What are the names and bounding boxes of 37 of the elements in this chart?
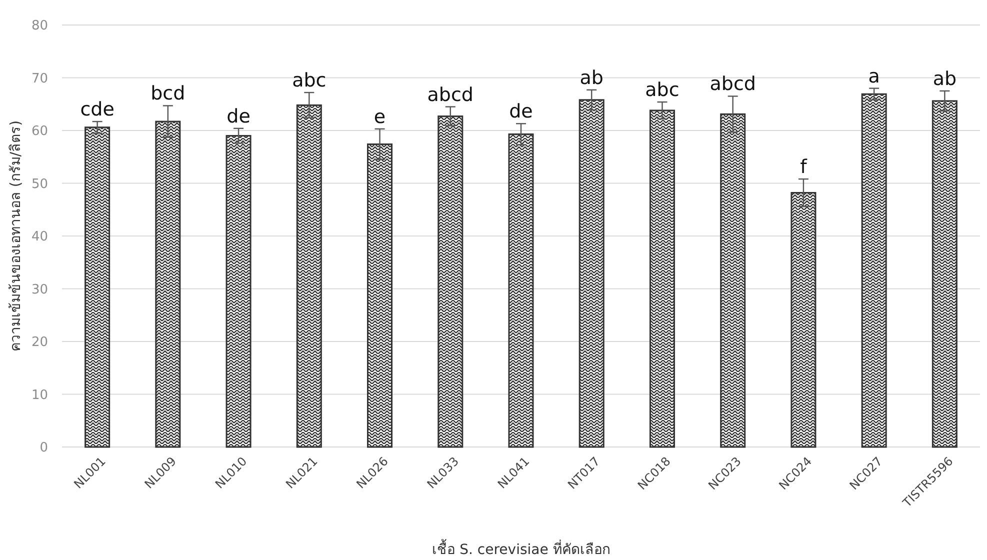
y-axis-title: ความเข้มข้นของเอทานอล (กรัม/ลิตร): [8, 120, 24, 352]
bar: [296, 104, 322, 448]
annotation: a: [868, 65, 880, 88]
y-tick-label: 50: [31, 176, 48, 192]
annotation: abcd: [427, 84, 474, 106]
bar: [720, 113, 746, 448]
annotation: abc: [292, 70, 326, 92]
y-tick-label: 40: [31, 230, 48, 245]
annotation: e: [374, 106, 386, 128]
annotation: bcd: [150, 82, 186, 105]
y-tick-label: 80: [31, 18, 48, 34]
bar: [438, 116, 464, 448]
annotation: abcd: [710, 73, 756, 96]
y-tick-label: 60: [31, 124, 48, 140]
annotation: abc: [645, 79, 680, 102]
y-tick-label: 10: [31, 388, 48, 403]
y-tick-label: 70: [31, 71, 48, 86]
bar: [649, 110, 675, 448]
bar: [578, 99, 604, 448]
annotation: f: [800, 156, 808, 178]
x-axis-title: เชื้อ S. cerevisiae ที่คัดเลือก: [432, 539, 610, 558]
y-tick-label: 20: [31, 335, 48, 350]
y-tick-label: 30: [31, 282, 48, 298]
annotation: de: [509, 100, 533, 123]
annotation: ab: [932, 68, 957, 90]
bar: [155, 120, 181, 448]
annotation: de: [226, 105, 250, 128]
bar: [932, 100, 958, 448]
y-tick-label: 0: [40, 440, 48, 456]
bar: [508, 133, 534, 448]
bar: [367, 143, 393, 448]
bar: [226, 135, 252, 448]
bar: [790, 192, 816, 448]
annotation: ab: [580, 66, 604, 89]
bar: [84, 126, 110, 448]
annotation: cde: [80, 98, 114, 121]
bar: [861, 93, 887, 448]
